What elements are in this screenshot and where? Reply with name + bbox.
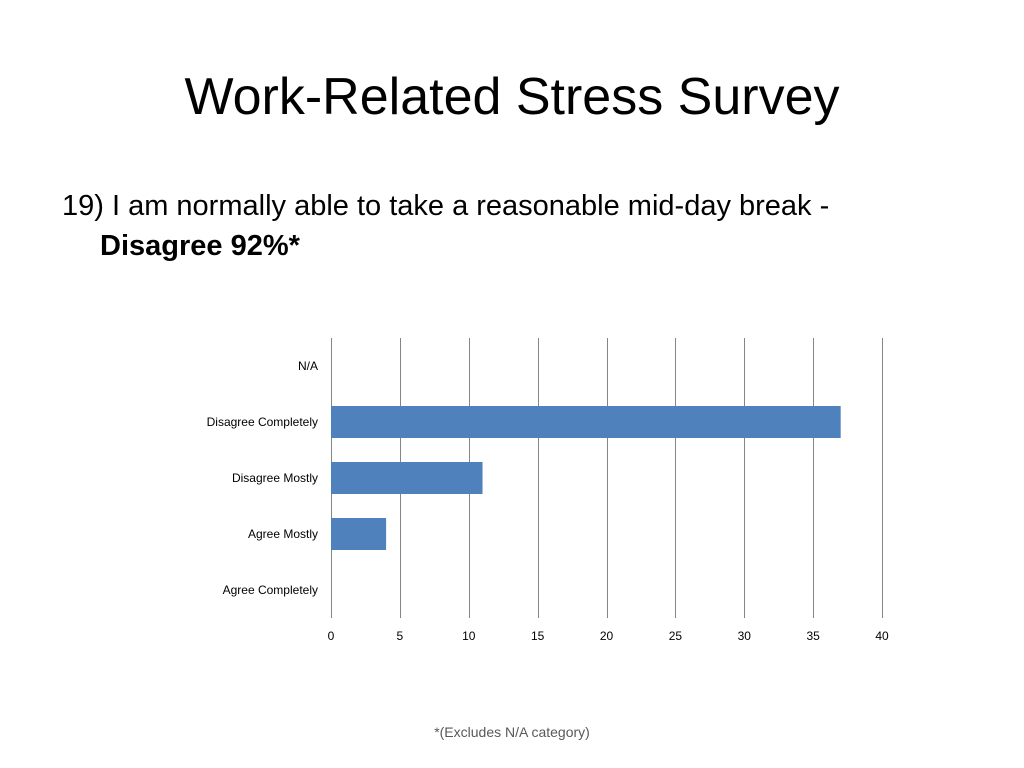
x-tick-label: 30: [738, 629, 752, 643]
category-label: Agree Completely: [223, 583, 318, 597]
category-label: N/A: [298, 359, 318, 373]
category-label: Disagree Mostly: [232, 471, 318, 485]
bar-disagree-mostly: [331, 462, 483, 494]
x-tick-label: 0: [328, 629, 335, 643]
footnote: *(Excludes N/A category): [434, 724, 590, 740]
question-bullet: 19) I am normally able to take a reasona…: [62, 186, 1000, 266]
x-tick-label: 5: [397, 629, 404, 643]
x-tick-label: 20: [600, 629, 614, 643]
slide-title: Work-Related Stress Survey: [184, 68, 840, 126]
highlight-result: Disagree 92%*: [100, 230, 300, 262]
x-tick-label: 25: [669, 629, 683, 643]
bar-disagree-completely: [331, 406, 841, 438]
category-label: Disagree Completely: [207, 415, 318, 429]
x-tick-label: 40: [875, 629, 889, 643]
x-tick-label: 35: [806, 629, 820, 643]
question-text: 19) I am normally able to take a reasona…: [62, 190, 830, 222]
x-tick-label: 15: [531, 629, 545, 643]
category-label: Agree Mostly: [248, 527, 318, 541]
x-tick-label: 10: [462, 629, 476, 643]
bar-agree-mostly: [331, 518, 387, 550]
